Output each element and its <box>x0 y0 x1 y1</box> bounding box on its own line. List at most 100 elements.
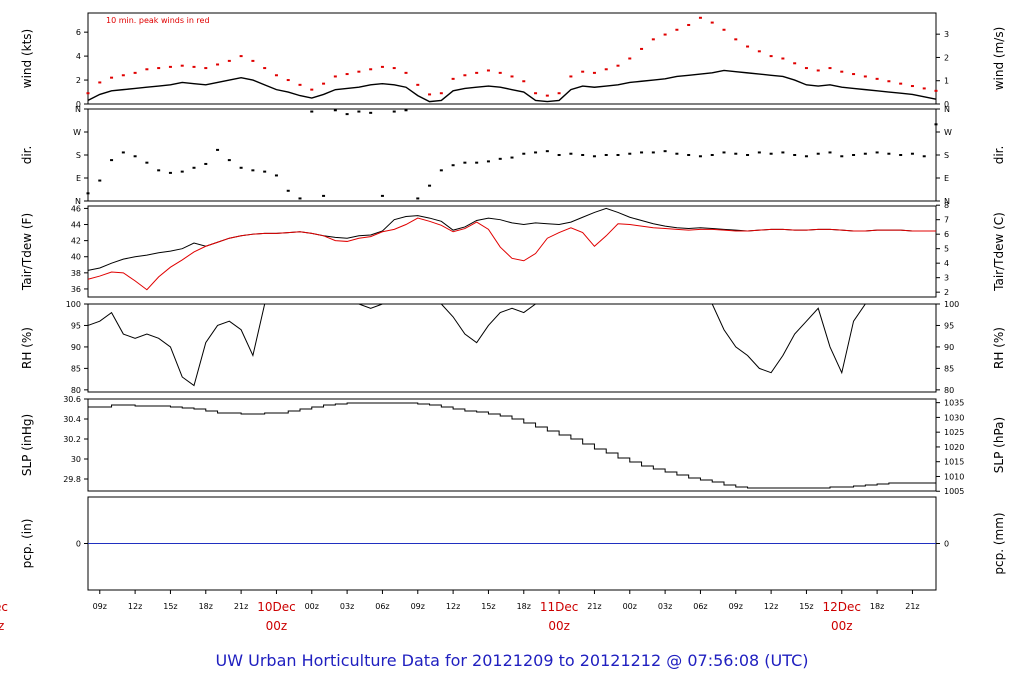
series-10-min-peak-point <box>698 16 702 19</box>
series-direction-point <box>781 151 785 154</box>
series-direction-point <box>863 152 867 155</box>
y-tick-label: S <box>76 151 81 160</box>
series-direction-point <box>922 155 926 158</box>
series-direction-point <box>722 151 726 154</box>
series-10-min-peak-point <box>569 75 573 78</box>
y-tick-label-right: 1010 <box>944 472 964 481</box>
y-tick-label-right: 1030 <box>944 413 964 422</box>
panel-frame <box>87 108 937 202</box>
series-tdew <box>87 217 936 291</box>
series-direction-point <box>333 109 337 112</box>
series-10-min-peak-point <box>239 55 243 58</box>
y-tick-label: 80 <box>71 386 81 395</box>
series-10-min-peak-point <box>404 71 408 74</box>
panel-frame <box>87 398 937 492</box>
y-tick-label: N <box>75 105 81 114</box>
series-10-min-peak-point <box>498 71 502 74</box>
series-10-min-peak-point <box>322 82 326 85</box>
series-10-min-peak-point <box>746 45 750 48</box>
series-direction-point <box>322 194 326 197</box>
y-tick-label: 85 <box>71 364 81 373</box>
y-tick-label-right: 1020 <box>944 443 964 452</box>
series-10-min-peak-point <box>157 67 161 70</box>
series-direction-point <box>840 155 844 158</box>
series-direction-point <box>251 169 255 172</box>
series-10-min-peak-point <box>227 59 231 62</box>
series-direction-point <box>404 109 408 112</box>
series-10-min-peak-point <box>133 71 137 74</box>
series-10-min-peak-point <box>357 70 361 73</box>
series-direction-point <box>710 154 714 156</box>
y-axis-label-right: RH (%) <box>992 327 1006 369</box>
x-tick-label: 03z <box>340 602 354 611</box>
series-direction-point <box>298 197 302 200</box>
day-hour-label: 00z <box>831 619 853 633</box>
day-hour-label: 00z <box>266 619 288 633</box>
series-10-min-peak-point <box>121 74 125 77</box>
series-10-min-peak-point <box>581 70 585 73</box>
panel-frame <box>87 12 937 105</box>
y-tick-label-right: 1025 <box>944 428 964 437</box>
y-tick-label: 30 <box>71 455 81 464</box>
series-10-min-peak-point <box>651 38 655 41</box>
series-10-min-peak-point <box>687 23 691 26</box>
y-axis-label: SLP (inHg) <box>20 414 34 476</box>
series-direction-point <box>192 166 196 169</box>
y-tick-label-right: 1 <box>944 77 949 86</box>
series-direction-point <box>581 154 585 156</box>
series-direction-point <box>616 154 620 156</box>
series-direction-point <box>534 151 538 154</box>
series-10-min-peak-point <box>510 75 514 78</box>
series-direction-point <box>345 113 349 116</box>
time-axis: 09z 12z 15z 18z 21z 00z 03z 06z 09z 12z 15z 18z 21z 0… <box>0 590 920 633</box>
peak-wind-note: 10 min. peak winds in red <box>106 16 210 25</box>
series-direction-point <box>899 154 903 156</box>
series-10-min-peak-point <box>640 47 644 50</box>
x-tick-label: 21z <box>587 602 601 611</box>
y-tick-label-right: 2 <box>944 288 949 297</box>
series-10-min-peak-point <box>557 92 561 95</box>
y-tick-label: 6 <box>76 28 81 37</box>
day-label: 11Dec <box>540 600 579 614</box>
series-direction-point <box>110 159 114 162</box>
y-tick-label: 2 <box>76 76 81 85</box>
y-tick-label: 46 <box>71 204 81 213</box>
series-10-min-peak-point <box>592 71 596 74</box>
y-tick-label: 36 <box>71 285 81 294</box>
series-direction-point <box>887 152 891 155</box>
series-10-min-peak-point <box>392 67 396 70</box>
panel-wind: 0 2 4 6 0 1 2 3 wind (kts) wind (m/s) <box>20 12 1006 109</box>
series-10-min-peak-point <box>286 79 290 82</box>
series-direction-point <box>274 174 278 177</box>
x-tick-label: 09z <box>411 602 425 611</box>
series-rh <box>87 303 936 387</box>
series-10-min-peak-point <box>840 70 844 73</box>
series-10-min-peak-point <box>439 92 443 95</box>
x-tick-label: 06z <box>375 602 389 611</box>
series-10-min-peak-point <box>934 89 938 92</box>
series-10-min-peak-point <box>816 69 820 72</box>
x-tick-label: 18z <box>199 602 213 611</box>
series-direction-point <box>569 152 573 155</box>
y-tick-label: E <box>76 174 81 183</box>
y-tick-label: 30.6 <box>63 395 81 404</box>
series-10-min-peak-point <box>168 65 172 68</box>
series-direction-point <box>451 164 455 167</box>
x-tick-label: 15z <box>799 602 813 611</box>
y-tick-label-right: 7 <box>944 216 949 225</box>
y-tick-label-right: N <box>944 197 950 206</box>
series-10-min-peak-point <box>204 67 208 70</box>
series-direction-point <box>604 154 608 156</box>
series-direction-point <box>910 152 914 155</box>
series-10-min-peak-point <box>522 80 526 83</box>
series-10-min-peak-point <box>722 28 726 31</box>
series-10-min-peak-point <box>734 38 738 41</box>
y-tick-label: 29.8 <box>63 475 81 484</box>
series-direction-point <box>628 152 632 155</box>
series-direction-point <box>769 152 773 155</box>
series-direction-point <box>98 179 102 182</box>
x-tick-label: 12z <box>764 602 778 611</box>
series-10-min-peak-point <box>110 76 114 79</box>
series-direction-point <box>286 189 290 192</box>
series-10-min-peak-point <box>875 77 879 80</box>
